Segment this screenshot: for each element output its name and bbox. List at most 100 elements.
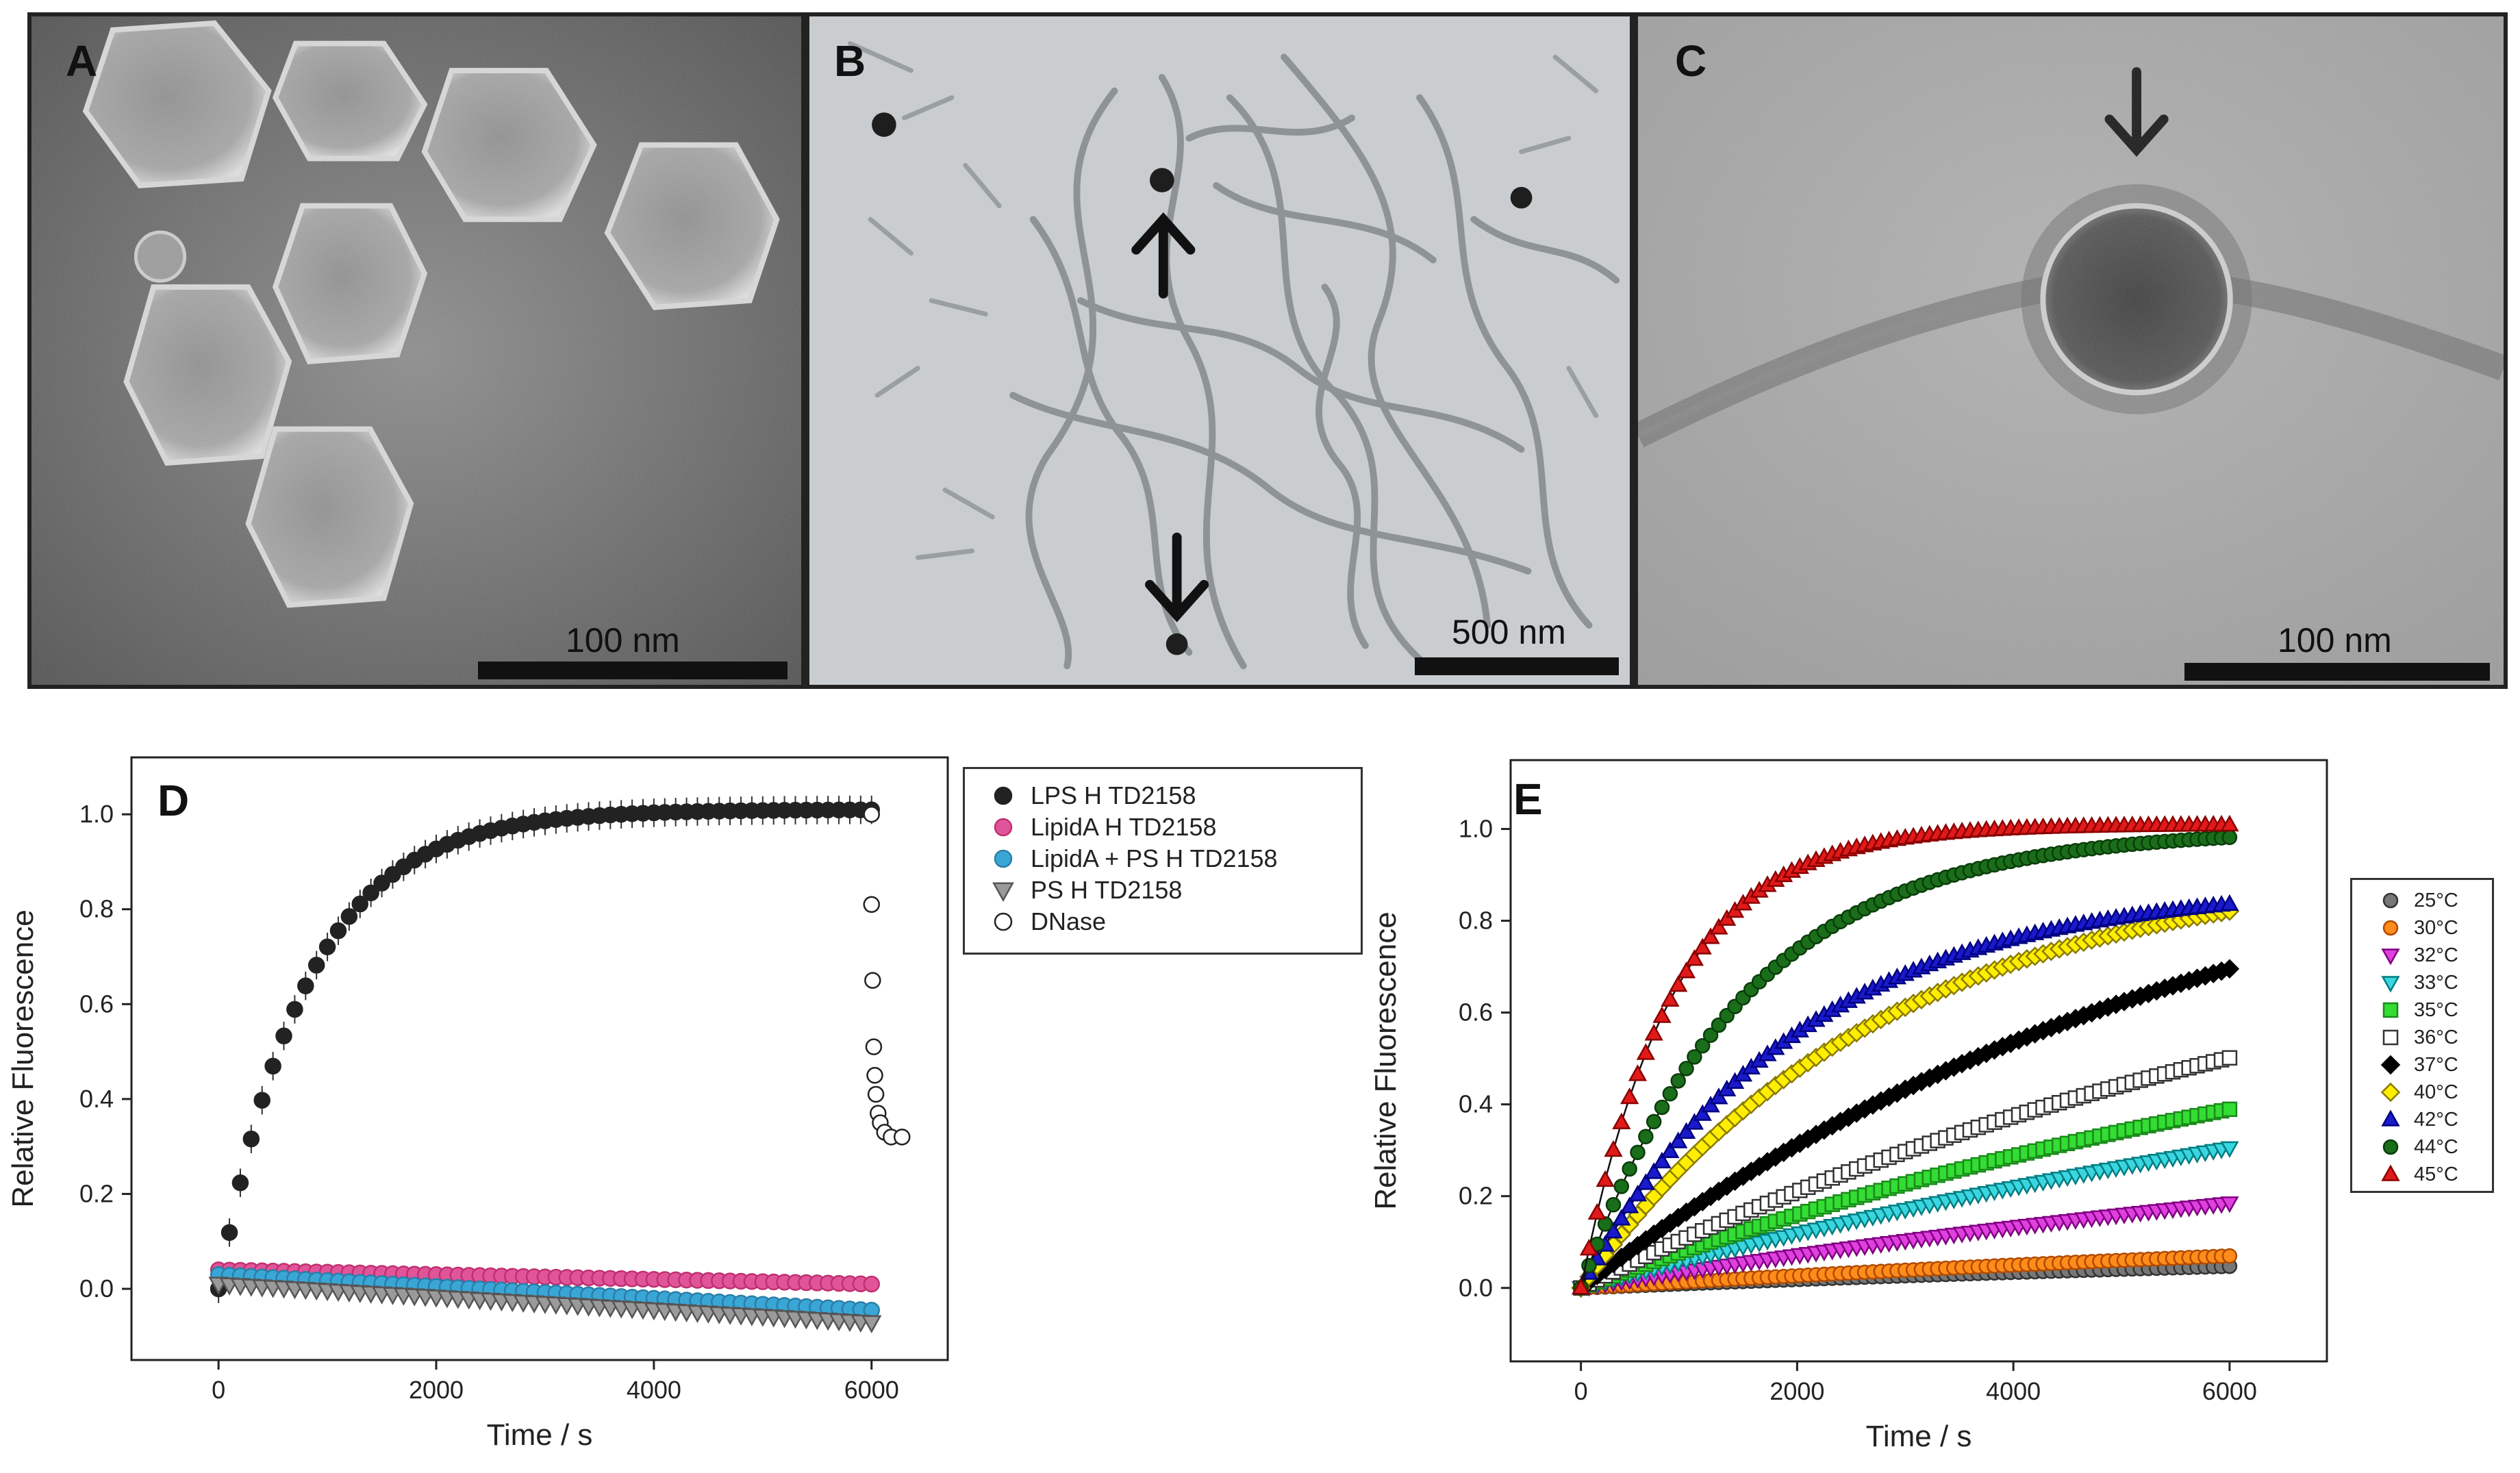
scale-bar-label-c: 100 nm [2278,621,2392,659]
x-tick-label: 6000 [2202,1377,2257,1405]
legend-item: PS H TD2158 [965,876,1182,905]
legend-marker [994,849,1013,868]
data-point [297,977,314,994]
chart-e-legend: 25°C 30°C 32°C 33°C 35°C 36°C 37°C 40°C … [2350,878,2494,1193]
micrograph-a-image [32,16,801,685]
panel-label-c: C [1675,36,1707,86]
legend-symbol [994,849,1013,868]
legend-label: LipidA + PS H TD2158 [1031,844,1278,872]
data-point [1685,1113,1704,1130]
legend-item: LPS H TD2158 [965,781,1196,810]
series-36-c [1573,1050,2238,1296]
data-point [1670,1073,1686,1089]
legend-label: 45°C [2414,1163,2458,1185]
micrograph-c-image [1638,16,2504,685]
x-tick-label: 2000 [1769,1377,1824,1405]
data-point [1579,1239,1599,1256]
legend-marker [2381,1164,2400,1181]
data-point [1709,918,1728,935]
data-point [329,922,347,940]
legend-symbol [994,818,1013,837]
legend-marker [2381,976,2400,993]
data-point [1587,1203,1606,1220]
data-point [861,1315,882,1334]
micrograph-a: A 100 nm [27,12,805,689]
data-point [2220,1196,2239,1213]
legend-symbol [2381,976,2400,993]
data-point [351,895,369,913]
legend-marker [2380,1082,2401,1103]
x-tick-label: 0 [212,1376,225,1404]
legend-label: 32°C [2414,944,2458,966]
legend-marker [994,818,1013,837]
data-point [2221,1101,2238,1118]
data-point [2221,1248,2238,1264]
legend-label: 44°C [2414,1135,2458,1158]
y-tick-label: 0.6 [1459,998,1493,1027]
chart-d: 0 2000 4000 6000 0.0 0.2 0.4 0.6 0.8 1.0 Time / s R… [0,740,972,1470]
legend-item: 45°C [2352,1162,2458,1187]
scale-bar-a [478,662,788,679]
series-37-c [1571,959,2240,1298]
x-tick-label: 2000 [409,1376,464,1404]
legend-label: 42°C [2414,1108,2458,1131]
scale-bar-label-a: 100 nm [566,621,680,659]
legend-symbol [2382,892,2399,909]
series-32-c [1571,1196,2239,1298]
data-point [1620,1196,1639,1213]
micrograph-b: B 500 nm [805,12,1634,689]
y-tick-label: 0.4 [79,1085,114,1113]
data-point [1652,1151,1672,1169]
data-point [2219,959,2240,979]
data-point [1605,1197,1622,1213]
data-point [1636,1043,1655,1060]
data-point [1702,1027,1719,1043]
data-point [1676,961,1696,979]
series-lps-h-td2158 [210,795,880,1303]
data-point [2220,1141,2239,1158]
data-point [1644,1024,1663,1041]
data-point [275,1027,292,1045]
data-point [863,896,880,914]
panel-label-d: D [158,776,190,825]
x-tick-label: 0 [1574,1377,1588,1405]
legend-item: 30°C [2352,916,2458,940]
legend-item: 36°C [2352,1025,2458,1050]
legend-label: DNase [1031,907,1107,935]
legend-label: 35°C [2414,998,2458,1021]
data-point [1685,949,1704,966]
legend-symbol [994,912,1013,931]
data-point [1628,1064,1648,1081]
x-tick-label: 4000 [627,1376,681,1404]
legend-label: PS H TD2158 [1031,876,1183,904]
data-point [318,938,336,955]
chart-d-legend: LPS H TD2158 LipidA H TD2158 LipidA + PS… [963,767,1363,955]
legend-marker [994,786,1013,805]
y-axis-label: Relative Fluorescence [1369,911,1402,1209]
legend-item: LipidA + PS H TD2158 [965,844,1278,873]
y-tick-label: 0.8 [1459,907,1493,935]
series-lipida-ps-h-td2158 [210,1266,880,1319]
legend-marker [2382,920,2399,936]
data-point [1676,1122,1696,1139]
legend-item: LipidA H TD2158 [965,813,1217,842]
phage-particle [872,112,896,137]
data-point [2221,1050,2238,1066]
legend-marker [994,912,1013,931]
chart-e: 0 2000 4000 6000 0.0 0.2 0.4 0.6 0.8 1.0 Time / s R… [1363,740,2356,1470]
data-point [1661,990,1680,1007]
data-point [865,1038,883,1055]
data-point [2221,829,2238,846]
data-point [2220,894,2239,911]
legend-symbol [2381,1164,2400,1181]
data-point [220,1224,238,1242]
legend-symbol [2380,1055,2401,1075]
data-point [1630,1144,1646,1161]
data-point [1622,1161,1637,1177]
legend-label: 33°C [2414,971,2458,994]
series-ps-h-td2158 [208,1276,882,1334]
legend-item: 32°C [2352,943,2458,968]
panel-label-e: E [1513,775,1543,824]
data-point [1646,1113,1662,1130]
data-point [1678,1061,1694,1077]
